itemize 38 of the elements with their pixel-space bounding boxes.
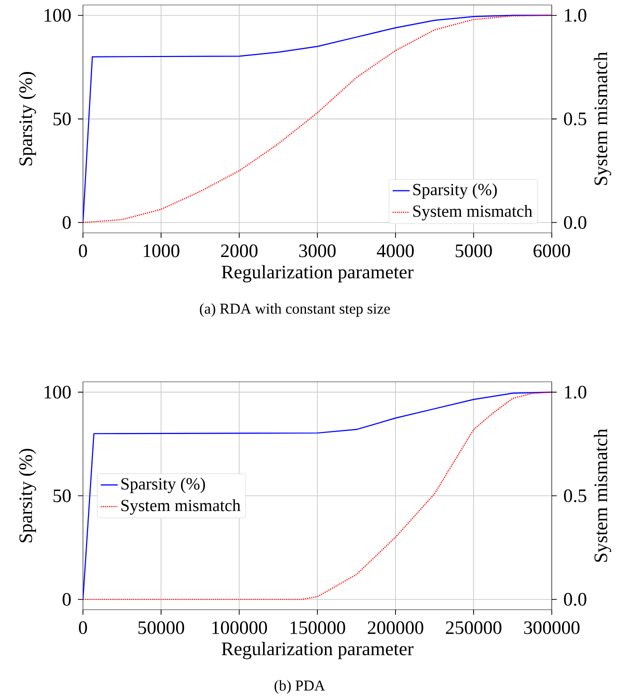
text: (b) PDA xyxy=(274,680,326,694)
x-axis-title: Regularization parameter xyxy=(222,642,414,660)
x-tick-label: 0 xyxy=(79,621,88,634)
legend-label: System mismatch xyxy=(122,499,241,515)
y-tick-label: 50 xyxy=(54,489,71,502)
x-tick-label: 1000 xyxy=(144,244,180,258)
text: (a) RDA with constant step size xyxy=(200,303,390,317)
x-tick-label: 6000 xyxy=(534,244,570,258)
y-tick-label: 100 xyxy=(44,8,71,22)
y2-tick-label: 1.0 xyxy=(565,386,586,399)
x-tick-label: 150000 xyxy=(290,621,346,634)
y-tick-label: 50 xyxy=(54,112,71,126)
x-tick-label: 200000 xyxy=(368,621,424,634)
x-tick-label: 4000 xyxy=(377,244,414,258)
legend-label: Sparsity (%) xyxy=(413,183,497,199)
x-tick-label: 300000 xyxy=(524,621,580,634)
y2-tick-label: 0.5 xyxy=(564,489,586,502)
y2-axis-title: System mismatch xyxy=(594,52,612,185)
legend-label: Sparsity (%) xyxy=(122,478,206,494)
x-tick-label: 0 xyxy=(79,244,88,258)
y-tick-label: 0 xyxy=(62,592,71,606)
legend-label: System mismatch xyxy=(413,204,532,220)
y-axis-title: Sparsity (%) xyxy=(18,448,36,542)
y-tick-label: 0 xyxy=(62,216,71,229)
x-axis-title: Regularization parameter xyxy=(222,265,414,282)
y2-tick-label: 1.0 xyxy=(565,8,586,22)
x-tick-label: 250000 xyxy=(446,621,502,634)
y2-tick-label: 0.5 xyxy=(564,112,586,126)
y2-tick-label: 0.0 xyxy=(564,216,586,229)
x-tick-label: 5000 xyxy=(456,244,492,258)
y2-axis-title: System mismatch xyxy=(594,428,612,562)
x-tick-label: 100000 xyxy=(212,621,268,634)
x-tick-label: 50000 xyxy=(138,621,184,634)
y-tick-label: 100 xyxy=(44,386,71,399)
y-axis-title: Sparsity (%) xyxy=(18,72,36,166)
x-tick-label: 3000 xyxy=(299,244,336,258)
y2-tick-label: 0.0 xyxy=(564,592,586,606)
x-tick-label: 2000 xyxy=(221,244,258,258)
